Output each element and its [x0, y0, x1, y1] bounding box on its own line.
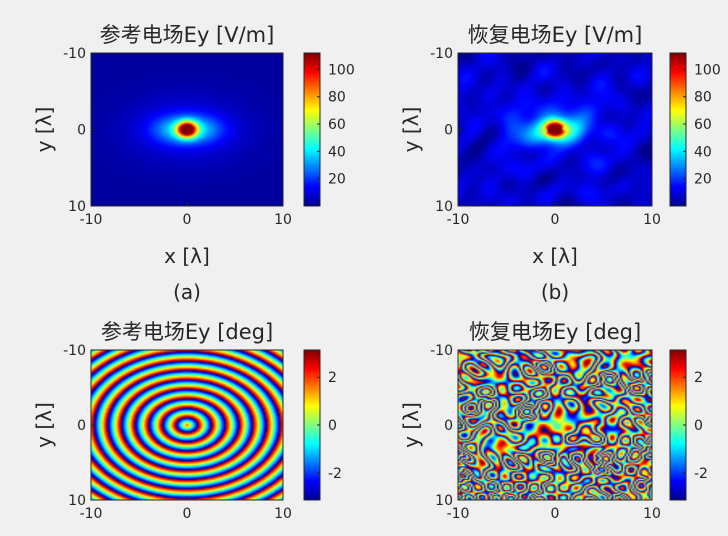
- colorbar-tick-label: 60: [328, 117, 346, 133]
- panel-title: 恢复电场Ey [deg]: [469, 320, 641, 344]
- colorbar: [670, 350, 686, 500]
- colorbar-frame: [669, 52, 687, 207]
- colorbar: [304, 53, 320, 206]
- colorbar-frame: [303, 52, 321, 207]
- x-tick-label: -10: [447, 212, 470, 228]
- y-tick-label: -10: [63, 46, 86, 62]
- y-tick-label: 0: [77, 418, 86, 434]
- colorbar-tick-label: 60: [694, 117, 712, 133]
- x-tick-label: 10: [643, 212, 661, 228]
- colorbar-tick-label: 2: [328, 370, 337, 386]
- x-tick-label: 10: [643, 506, 661, 522]
- x-tick-label: 10: [274, 212, 292, 228]
- y-tick-label: 10: [435, 493, 453, 509]
- panel-caption: (a): [173, 280, 201, 304]
- y-axis-label: y [λ]: [399, 107, 423, 153]
- y-tick-label: -10: [430, 343, 453, 359]
- colorbar-tick-label: 80: [328, 90, 346, 106]
- y-tick-label: -10: [430, 46, 453, 62]
- colorbar: [304, 350, 320, 500]
- colorbar-tick-label: 2: [694, 370, 703, 386]
- colorbar-tick-label: 40: [328, 144, 346, 160]
- x-axis-label: x [λ]: [164, 244, 210, 268]
- y-axis-label: y [λ]: [32, 107, 56, 153]
- x-tick-label: 0: [183, 506, 192, 522]
- panel-title: 参考电场Ey [deg]: [101, 320, 273, 344]
- colorbar-tick-label: 0: [694, 418, 703, 434]
- panel-title: 恢复电场Ey [V/m]: [468, 23, 643, 47]
- panel-title: 参考电场Ey [V/m]: [100, 23, 275, 47]
- colorbar-tick-label: -2: [694, 466, 708, 482]
- heatmap-image: [458, 53, 652, 206]
- y-tick-label: 10: [68, 493, 86, 509]
- x-tick-label: 0: [551, 212, 560, 228]
- y-tick-label: 0: [444, 418, 453, 434]
- colorbar-tick-label: -2: [328, 466, 342, 482]
- heatmap-image: [458, 350, 652, 500]
- colorbar: [670, 53, 686, 206]
- y-tick-label: 10: [435, 199, 453, 215]
- x-tick-label: -10: [80, 506, 103, 522]
- colorbar-tick-label: 40: [694, 144, 712, 160]
- y-tick-label: 0: [444, 123, 453, 139]
- colorbar-tick-label: 20: [328, 172, 346, 188]
- y-axis-label: y [λ]: [32, 402, 56, 448]
- colorbar-tick-label: 0: [328, 418, 337, 434]
- heatmap-image: [91, 53, 283, 206]
- x-tick-label: -10: [447, 506, 470, 522]
- colorbar-tick-label: 100: [694, 62, 721, 78]
- y-tick-label: -10: [63, 343, 86, 359]
- x-tick-label: 0: [551, 506, 560, 522]
- y-axis-label: y [λ]: [399, 402, 423, 448]
- panel-caption: (b): [541, 280, 569, 304]
- x-axis-label: x [λ]: [532, 244, 578, 268]
- x-tick-label: 0: [183, 212, 192, 228]
- colorbar-tick-label: 80: [694, 90, 712, 106]
- x-tick-label: 10: [274, 506, 292, 522]
- heatmap-image: [91, 350, 283, 500]
- y-tick-label: 0: [77, 123, 86, 139]
- colorbar-tick-label: 20: [694, 172, 712, 188]
- y-tick-label: 10: [68, 199, 86, 215]
- x-tick-label: -10: [80, 212, 103, 228]
- colorbar-tick-label: 100: [328, 62, 355, 78]
